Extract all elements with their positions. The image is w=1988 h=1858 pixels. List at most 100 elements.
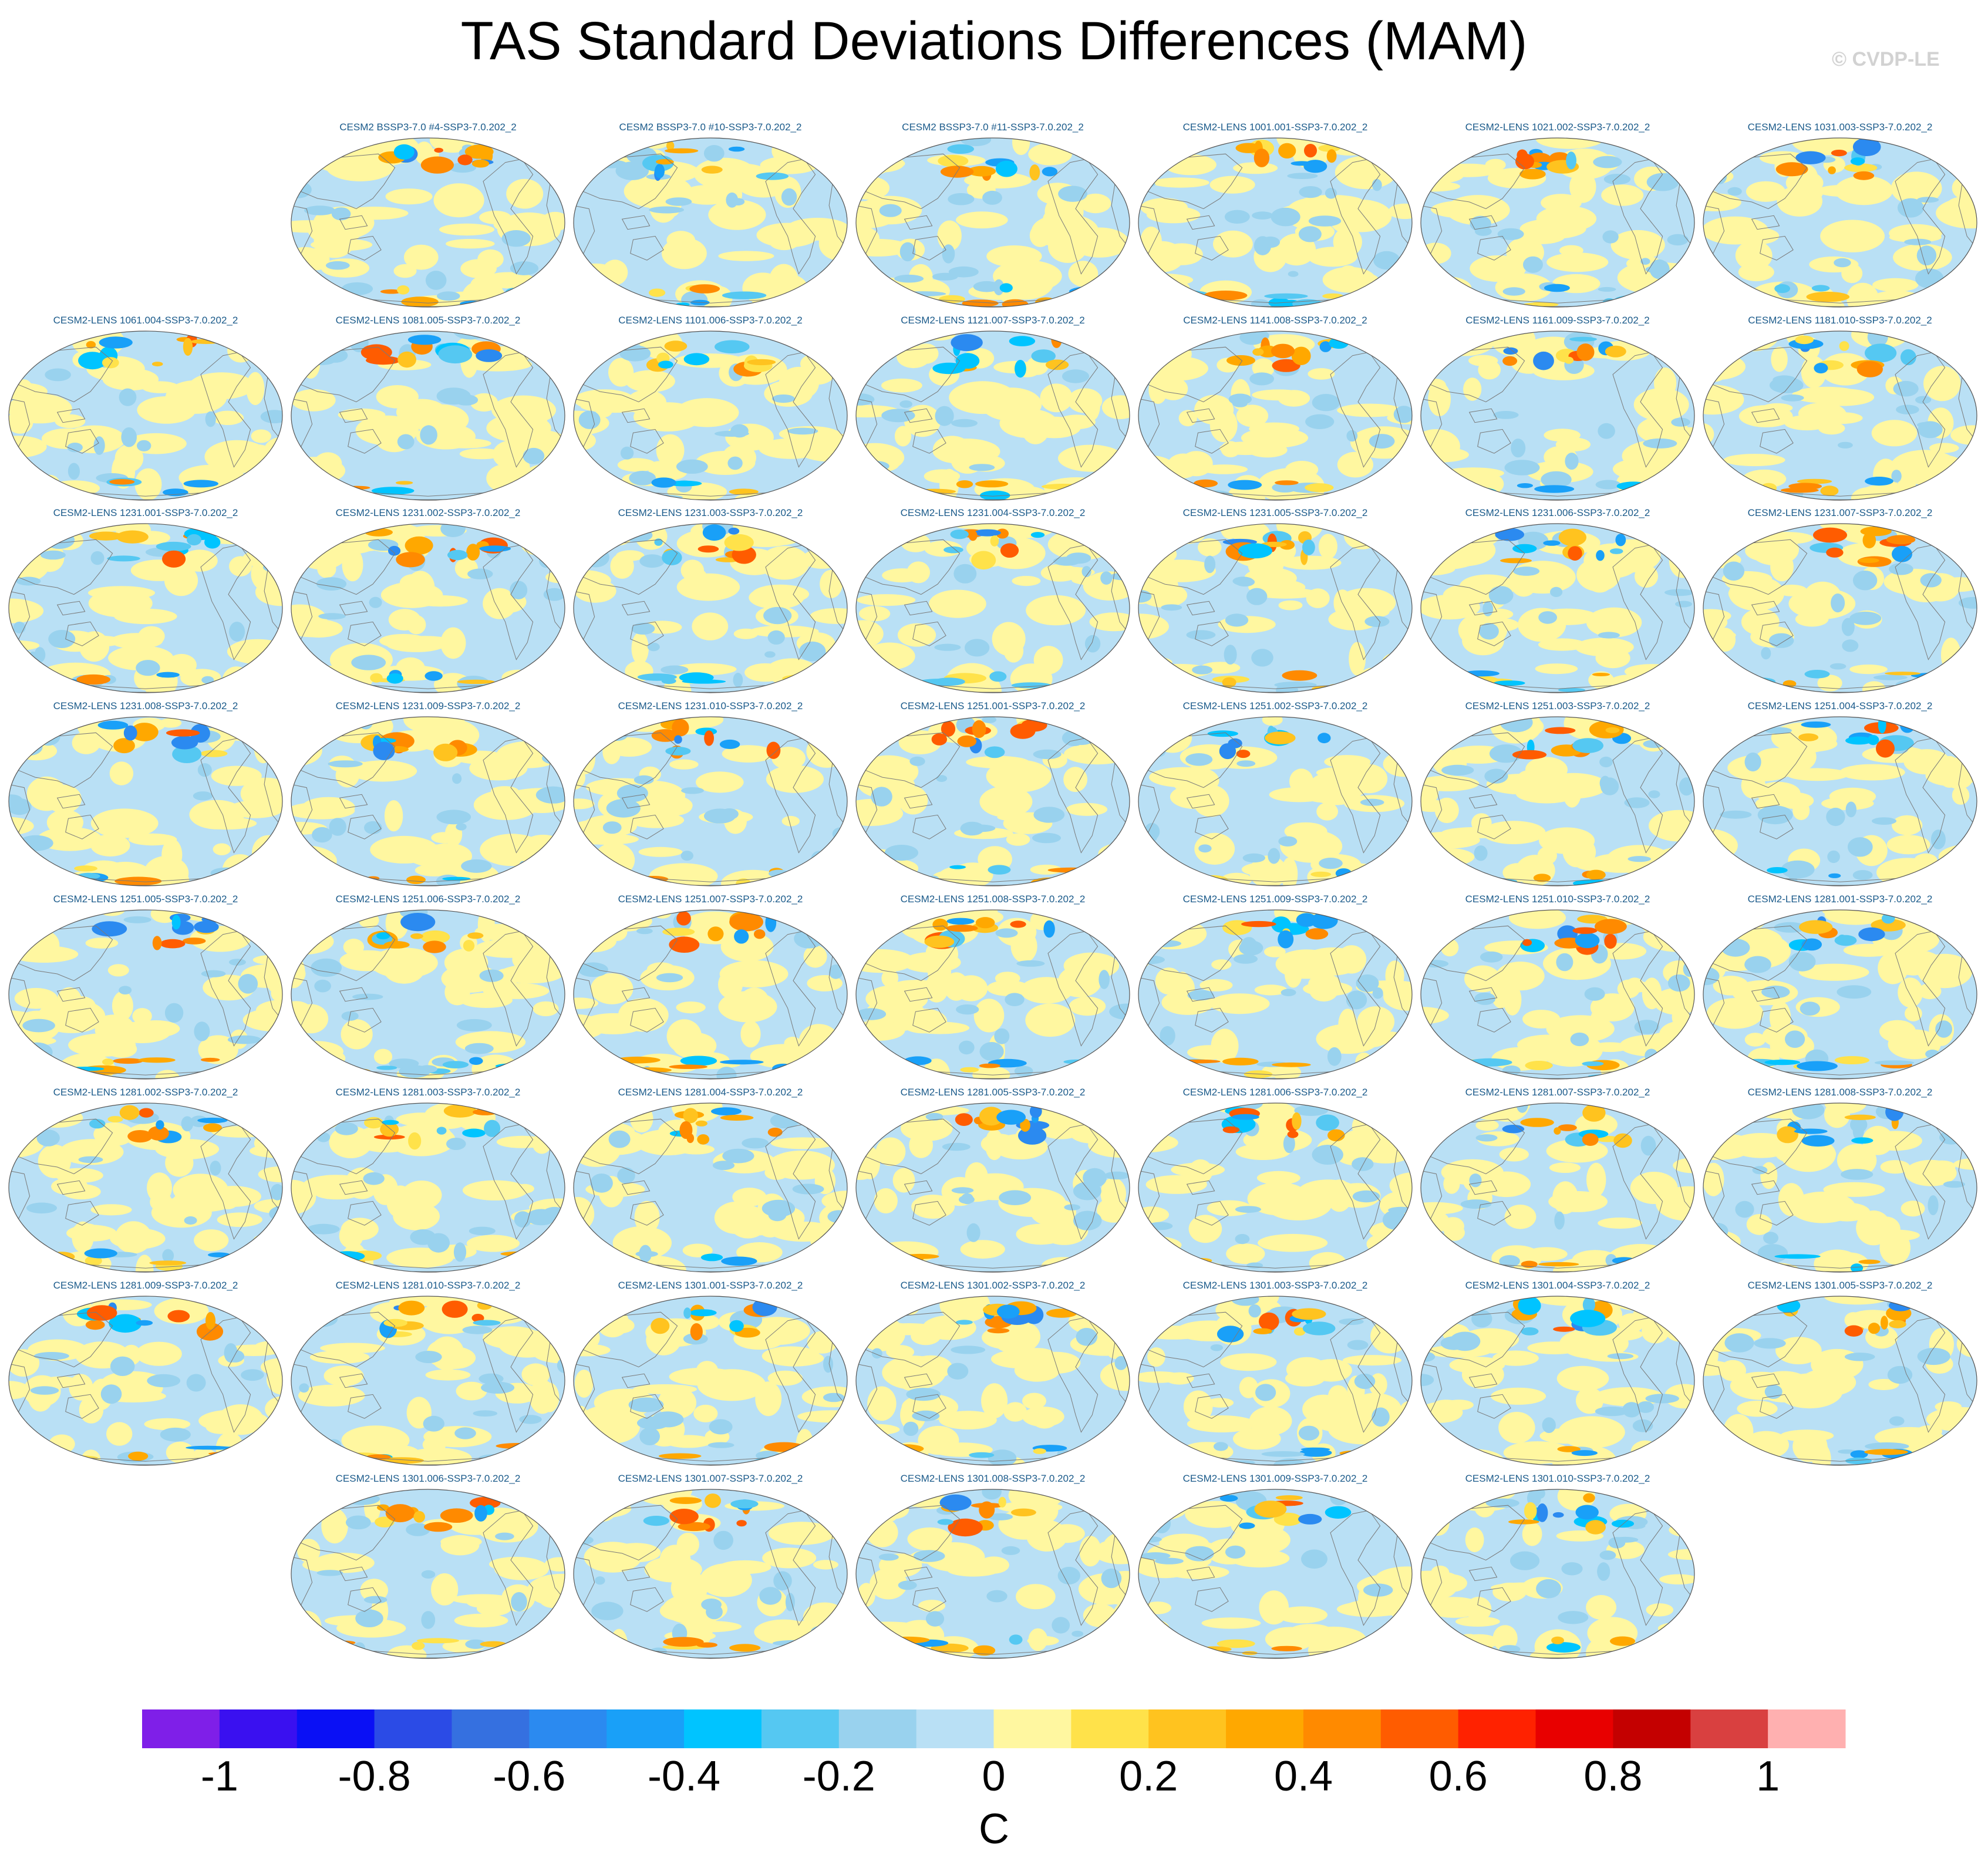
coastline — [621, 1566, 651, 1582]
map-border — [855, 909, 1130, 1080]
map-border — [573, 909, 848, 1080]
map-panel: CESM2-LENS 1231.009-SSP3-7.0.202_2 — [290, 700, 566, 887]
coastline — [1477, 1587, 1511, 1612]
panel-title: CESM2-LENS 1021.002-SSP3-7.0.202_2 — [1465, 122, 1650, 133]
coastline — [1330, 159, 1381, 275]
global-map — [291, 1489, 565, 1659]
global-map — [291, 523, 565, 693]
map-border — [8, 1296, 283, 1466]
coastline — [9, 398, 31, 447]
coastline — [1330, 930, 1381, 1047]
map-panel: CESM2-LENS 1301.005-SSP3-7.0.202_2 — [1702, 1280, 1978, 1466]
panel-title: CESM2-LENS 1161.009-SSP3-7.0.202_2 — [1465, 315, 1650, 326]
global-map — [855, 1296, 1130, 1466]
anomaly-field — [9, 910, 282, 1079]
anomaly-field — [574, 1489, 847, 1658]
global-map — [1703, 1102, 1977, 1273]
map-border — [1703, 523, 1977, 693]
coastline — [348, 1587, 382, 1612]
map-border — [1703, 1102, 1977, 1273]
anomaly-field — [1703, 138, 1977, 307]
map-panel: CESM2-LENS 1251.007-SSP3-7.0.202_2 — [572, 893, 848, 1080]
map-panel: CESM2-LENS 1281.001-SSP3-7.0.202_2 — [1702, 893, 1978, 1080]
coastline — [574, 1170, 595, 1219]
map-panel: CESM2-LENS 1251.005-SSP3-7.0.202_2 — [8, 893, 284, 1080]
coastline — [856, 1556, 878, 1606]
coastline — [577, 925, 678, 982]
coastline — [200, 544, 251, 660]
colorbar-swatch — [142, 1709, 220, 1748]
coastline — [904, 794, 933, 809]
global-map — [573, 1102, 848, 1273]
global-map — [573, 523, 848, 693]
coastline — [291, 591, 313, 640]
coastline — [1330, 1124, 1381, 1240]
coastline — [339, 408, 368, 423]
panel-title: CESM2-LENS 1281.008-SSP3-7.0.202_2 — [1747, 1087, 1933, 1098]
coastline — [860, 153, 961, 210]
coastline — [1186, 794, 1215, 809]
panel-title: CESM2-LENS 1031.003-SSP3-7.0.202_2 — [1747, 122, 1933, 133]
colorbar-swatch — [1380, 1709, 1459, 1748]
coastline — [577, 539, 678, 595]
panel-title: CESM2-LENS 1281.003-SSP3-7.0.202_2 — [335, 1087, 521, 1098]
coastline — [860, 1311, 961, 1368]
map-panel: CESM2-LENS 1231.001-SSP3-7.0.202_2 — [8, 507, 284, 694]
map-panel: CESM2-LENS 1281.007-SSP3-7.0.202_2 — [1420, 1087, 1696, 1273]
coastline — [1138, 398, 1160, 447]
anomaly-field — [1703, 524, 1977, 693]
map-panel: CESM2-LENS 1301.008-SSP3-7.0.202_2 — [855, 1473, 1131, 1660]
map-panel: CESM2-LENS 1281.005-SSP3-7.0.202_2 — [855, 1087, 1131, 1273]
coastline — [1468, 1180, 1498, 1195]
coastline — [200, 930, 251, 1047]
coastline — [1707, 1118, 1808, 1175]
map-panel: CESM2-LENS 1231.006-SSP3-7.0.202_2 — [1420, 507, 1696, 694]
coastline — [56, 408, 86, 423]
coastline — [1047, 544, 1099, 660]
coastline — [1760, 814, 1794, 839]
panel-title: CESM2-LENS 1251.002-SSP3-7.0.202_2 — [1182, 700, 1368, 711]
coastline — [904, 987, 933, 1002]
anomaly-field — [856, 717, 1130, 886]
anomaly-field — [1421, 910, 1694, 1079]
coastline — [630, 1394, 664, 1419]
coastline — [200, 737, 251, 854]
map-panel: CESM2-LENS 1181.010-SSP3-7.0.202_2 — [1702, 315, 1978, 501]
coastline — [1760, 621, 1794, 646]
coastline — [295, 1118, 396, 1175]
coastline — [1703, 398, 1725, 447]
coastline — [1330, 1317, 1381, 1433]
global-map — [1420, 137, 1695, 308]
global-map — [855, 523, 1130, 693]
coastline — [1895, 1124, 1946, 1240]
coastline — [1468, 601, 1498, 616]
colorbar-tick-label: 0.2 — [1119, 1753, 1178, 1800]
map-panel: CESM2-LENS 1281.010-SSP3-7.0.202_2 — [290, 1280, 566, 1466]
coastline — [630, 1587, 664, 1612]
coastline — [65, 621, 99, 646]
colorbar-swatch — [1071, 1709, 1149, 1748]
map-border — [1703, 331, 1977, 501]
colorbar-tick-label: 0.8 — [1583, 1753, 1642, 1800]
anomaly-field — [1138, 138, 1412, 307]
coastline — [765, 1124, 816, 1240]
coastline — [1760, 235, 1794, 261]
coastline — [1424, 153, 1525, 210]
coastline — [65, 814, 99, 839]
coastline — [56, 1180, 86, 1195]
anomaly-field — [1421, 138, 1694, 307]
global-map — [1420, 1102, 1695, 1273]
anomaly-field — [1138, 910, 1412, 1079]
panel-title: CESM2-LENS 1101.006-SSP3-7.0.202_2 — [618, 315, 803, 326]
panel-title: CESM2-LENS 1081.005-SSP3-7.0.202_2 — [335, 315, 521, 326]
map-panel: CESM2-LENS 1121.007-SSP3-7.0.202_2 — [855, 315, 1131, 501]
coastline — [1707, 153, 1808, 210]
map-border — [1138, 137, 1413, 308]
global-map — [855, 1489, 1130, 1659]
coastline — [295, 925, 396, 982]
map-panel: CESM2-LENS 1231.002-SSP3-7.0.202_2 — [290, 507, 566, 694]
panel-title: CESM2 BSSP3-7.0 #11-SSP3-7.0.202_2 — [902, 122, 1084, 133]
coastline — [483, 1510, 534, 1626]
coastline — [577, 1118, 678, 1175]
global-map — [291, 137, 565, 308]
